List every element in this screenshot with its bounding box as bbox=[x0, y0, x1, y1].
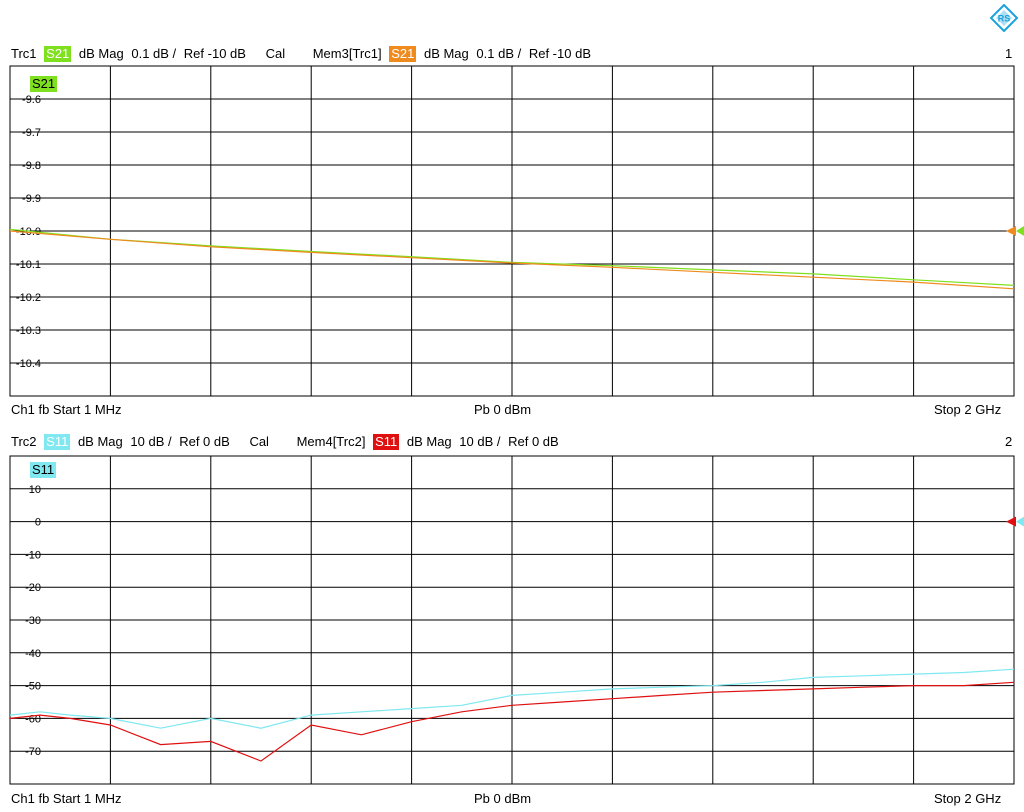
y-tick-label: -50 bbox=[25, 681, 41, 693]
y-tick-label: -10.2 bbox=[16, 292, 41, 304]
y-tick-label: -9.8 bbox=[22, 160, 41, 172]
mem-ref[interactable]: Ref -10 dB bbox=[528, 46, 591, 61]
mem-format[interactable]: dB Mag bbox=[423, 46, 469, 61]
diagram-2-footer-stop[interactable]: Stop 2 GHz bbox=[934, 791, 1002, 806]
trace-ref[interactable]: Ref -10 dB bbox=[183, 46, 246, 61]
rohde-schwarz-logo-icon: RS bbox=[990, 4, 1018, 32]
mem-ref[interactable]: Ref 0 dB bbox=[508, 434, 559, 449]
y-tick-label: -9.6 bbox=[22, 94, 41, 106]
diagram-1-trace-tag: S21 bbox=[30, 76, 58, 92]
y-tick-label: -70 bbox=[25, 746, 41, 758]
mem-scale[interactable]: 10 dB / bbox=[459, 434, 501, 449]
trace-scale[interactable]: 0.1 dB / bbox=[131, 46, 177, 61]
diagram-2-footer-power[interactable]: Pb 0 dBm bbox=[474, 791, 532, 806]
diagram-2-index: 2 bbox=[1005, 434, 1013, 449]
trace-param-tag[interactable]: S11 bbox=[44, 434, 71, 450]
diagram-1-footer-start[interactable]: Ch1 fb Start 1 MHz bbox=[11, 402, 122, 417]
y-tick-label: -20 bbox=[25, 582, 41, 594]
cal-label: Cal bbox=[265, 46, 286, 61]
y-tick-label: -10.4 bbox=[16, 358, 41, 370]
y-tick-label: -10.1 bbox=[16, 259, 41, 271]
y-tick-label: 0 bbox=[35, 517, 41, 529]
mem-format[interactable]: dB Mag bbox=[406, 434, 452, 449]
y-tick-label: -10 bbox=[25, 549, 41, 561]
trace-scale[interactable]: 10 dB / bbox=[130, 434, 172, 449]
mem-trace-name[interactable]: Mem3[Trc1] bbox=[312, 46, 382, 61]
y-tick-label: -9.9 bbox=[22, 193, 41, 205]
ref-level-marker bbox=[1016, 516, 1024, 527]
diagram-2-trace-tag: S11 bbox=[30, 462, 57, 478]
trace-format[interactable]: dB Mag bbox=[78, 46, 124, 61]
mem-param-tag[interactable]: S11 bbox=[373, 434, 400, 450]
diagram-1-header: Trc1 S21 dB Mag 0.1 dB / Ref -10 dB Cal … bbox=[11, 46, 591, 62]
mem-param-tag[interactable]: S21 bbox=[389, 46, 417, 62]
ref-level-marker bbox=[1006, 226, 1016, 236]
trace-ref[interactable]: Ref 0 dB bbox=[179, 434, 230, 449]
trace-line-s11 bbox=[9, 668, 1015, 729]
diagram-2-header: Trc2 S11 dB Mag 10 dB / Ref 0 dB Cal Mem… bbox=[11, 434, 559, 450]
mem-scale[interactable]: 0.1 dB / bbox=[476, 46, 522, 61]
mem-trace-name[interactable]: Mem4[Trc2] bbox=[296, 434, 366, 449]
trace-name[interactable]: Trc1 bbox=[11, 46, 37, 61]
y-tick-label: 10 bbox=[29, 484, 41, 496]
y-tick-label: -10.3 bbox=[16, 325, 41, 337]
trace-name[interactable]: Trc2 bbox=[11, 434, 37, 449]
diagram-1-index: 1 bbox=[1005, 46, 1013, 61]
trace-line-s21 bbox=[9, 230, 1015, 290]
diagram-2-footer-start[interactable]: Ch1 fb Start 1 MHz bbox=[11, 791, 122, 806]
trace-format[interactable]: dB Mag bbox=[77, 434, 123, 449]
trace-line-s11 bbox=[9, 681, 1015, 762]
svg-text:RS: RS bbox=[998, 14, 1011, 24]
trace-tag-label[interactable]: S21 bbox=[30, 76, 58, 92]
diagram-1-footer-stop[interactable]: Stop 2 GHz bbox=[934, 402, 1002, 417]
ref-level-marker bbox=[1006, 516, 1016, 527]
cal-label: Cal bbox=[249, 434, 269, 449]
diagram-1-footer-power[interactable]: Pb 0 dBm bbox=[474, 402, 532, 417]
y-tick-label: -9.7 bbox=[22, 127, 41, 139]
ref-level-marker bbox=[1016, 226, 1024, 236]
trace-param-tag[interactable]: S21 bbox=[44, 46, 72, 62]
y-tick-label: -30 bbox=[25, 615, 41, 627]
trace-tag-label[interactable]: S11 bbox=[30, 462, 57, 478]
y-tick-label: -40 bbox=[25, 648, 41, 660]
